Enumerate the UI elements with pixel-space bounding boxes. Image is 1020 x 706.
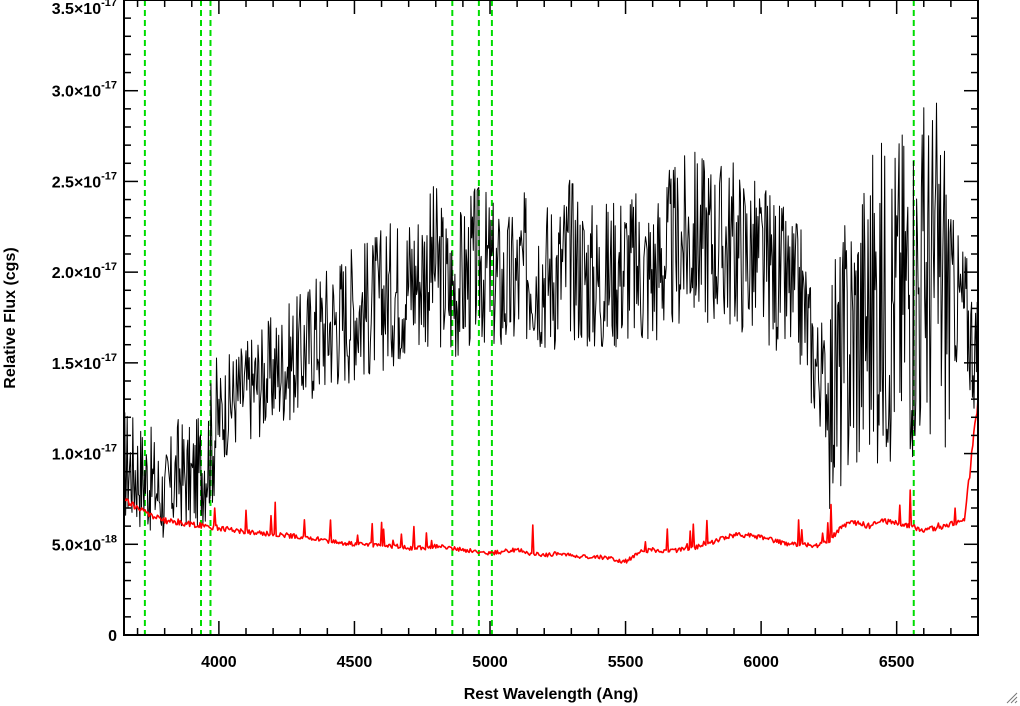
x-tick-label: 5000 — [472, 654, 508, 671]
error-series-line — [123, 399, 979, 564]
y-tick-label: 2.0×10-17 — [52, 261, 117, 282]
y-tick-label: 0 — [108, 628, 117, 645]
y-tick-label: 3.0×10-17 — [52, 80, 117, 101]
x-tick-label: 6500 — [879, 654, 915, 671]
x-tick-label: 4000 — [201, 654, 237, 671]
tick-labels: 4000 4500 5000 5500 6000 6500 0 5.0×10-18 1.0×10… — [52, 0, 915, 671]
flux-series-line — [123, 102, 979, 538]
x-tick-label: 4500 — [337, 654, 373, 671]
series-layer — [123, 102, 979, 564]
y-tick-label: 1.5×10-17 — [52, 352, 117, 373]
y-tick-label: 3.5×10-17 — [52, 0, 117, 18]
x-axis-title: Rest Wavelength (Ang) — [464, 686, 639, 703]
y-tick-label: 5.0×10-18 — [52, 533, 117, 554]
y-tick-label: 2.5×10-17 — [52, 170, 117, 191]
y-axis-title: Relative Flux (cgs) — [2, 247, 19, 388]
plot-frame — [123, 0, 979, 636]
resize-grip-icon[interactable] — [1004, 690, 1018, 704]
reference-lines — [143, 0, 915, 635]
x-tick-label: 6000 — [743, 654, 779, 671]
x-tick-label: 5500 — [608, 654, 644, 671]
y-tick-label: 1.0×10-17 — [52, 443, 117, 464]
